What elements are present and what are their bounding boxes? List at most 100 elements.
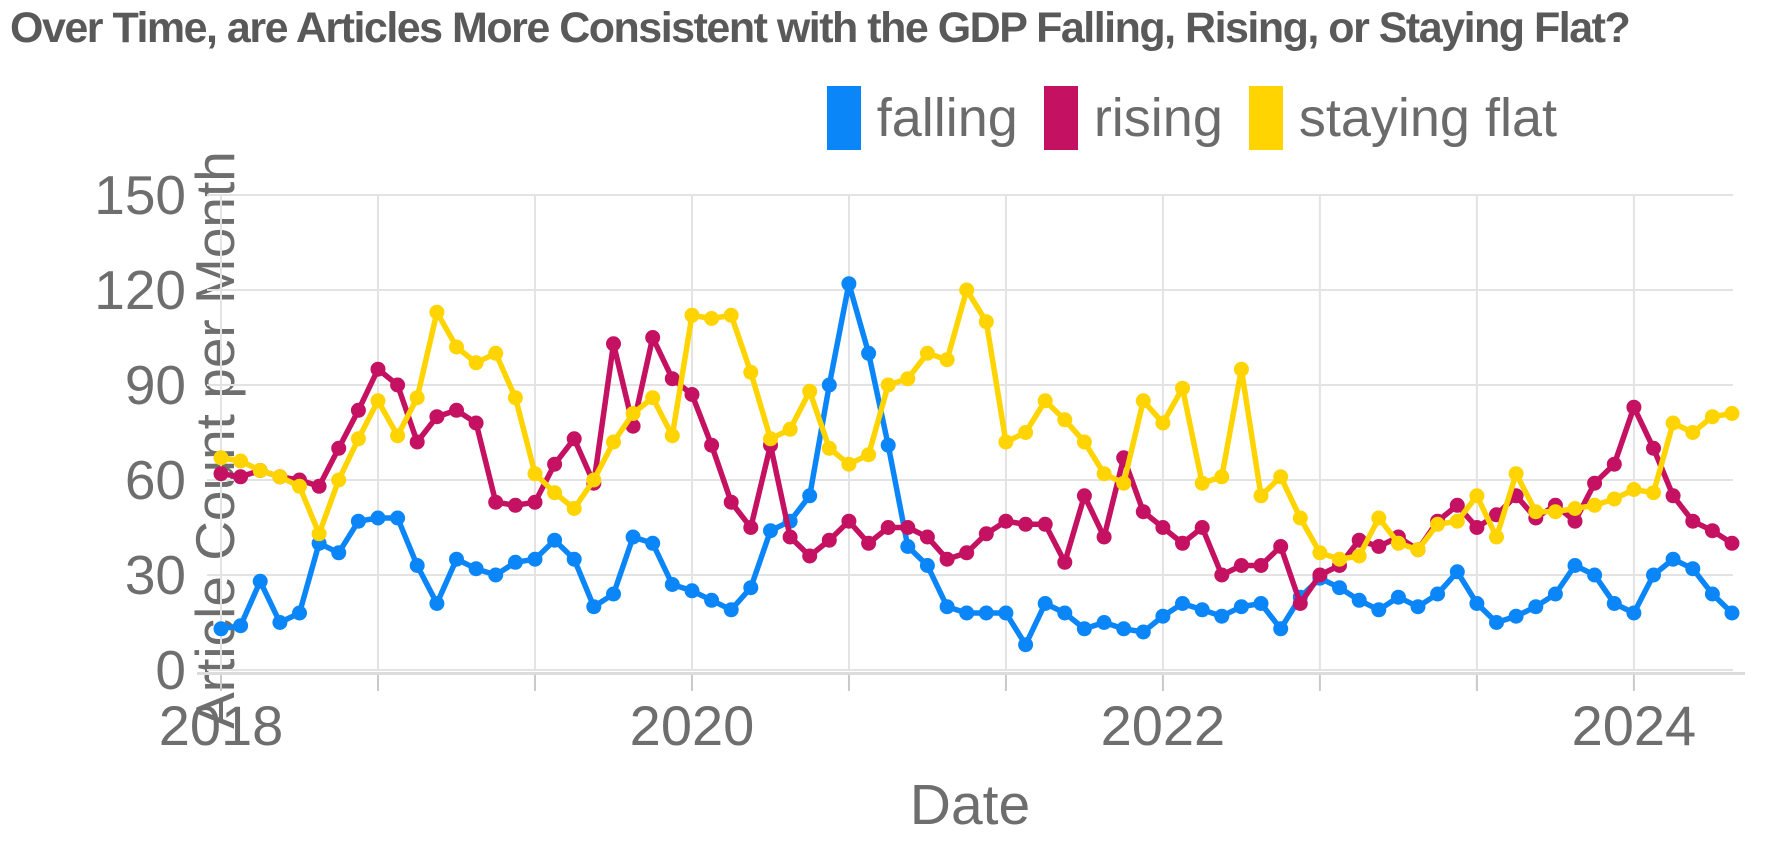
data-point-falling xyxy=(1469,596,1485,611)
data-point-rising xyxy=(684,387,700,402)
data-point-staying-flat xyxy=(1567,501,1583,516)
data-point-staying-flat xyxy=(1057,412,1073,428)
data-point-rising xyxy=(1037,516,1053,532)
data-point-falling xyxy=(1567,558,1583,573)
data-point-staying-flat xyxy=(350,431,366,447)
data-point-rising xyxy=(1253,558,1269,573)
data-point-falling xyxy=(527,551,543,567)
data-point-rising xyxy=(1194,520,1210,535)
legend-label-rising: rising xyxy=(1093,88,1223,148)
data-point-rising xyxy=(1018,516,1034,532)
data-point-staying-flat xyxy=(527,466,543,482)
data-point-staying-flat xyxy=(1096,466,1112,482)
data-point-staying-flat xyxy=(1253,488,1269,504)
data-point-falling xyxy=(704,592,720,608)
data-point-staying-flat xyxy=(880,377,896,393)
data-point-staying-flat xyxy=(959,282,975,298)
data-point-falling xyxy=(919,558,935,573)
series-line-rising xyxy=(218,334,1735,607)
staying-flat-swatch-icon xyxy=(1248,86,1283,150)
data-point-falling xyxy=(723,602,739,618)
data-point-staying-flat xyxy=(1390,535,1406,551)
data-point-rising xyxy=(1646,440,1661,456)
data-point-staying-flat xyxy=(252,463,268,478)
data-point-falling xyxy=(1057,605,1073,621)
data-point-rising xyxy=(1606,456,1622,472)
y-tick-label: 120 xyxy=(94,259,186,321)
data-point-falling xyxy=(370,510,386,526)
data-point-rising xyxy=(1449,497,1465,513)
data-point-staying-flat xyxy=(1508,466,1524,482)
data-point-falling xyxy=(861,345,877,361)
data-point-staying-flat xyxy=(292,478,307,494)
data-point-falling xyxy=(429,596,445,611)
data-point-rising xyxy=(1096,529,1112,545)
data-point-falling xyxy=(959,605,975,621)
data-point-rising xyxy=(900,520,916,535)
data-point-staying-flat xyxy=(449,339,464,355)
data-point-falling xyxy=(1587,567,1603,583)
data-point-staying-flat xyxy=(311,526,327,542)
legend-item-rising[interactable]: rising xyxy=(1043,86,1223,150)
data-point-rising xyxy=(1567,513,1583,529)
data-point-rising xyxy=(704,437,720,453)
data-point-rising xyxy=(1704,523,1720,539)
data-point-staying-flat xyxy=(1018,425,1034,440)
data-point-rising xyxy=(606,336,621,352)
data-point-staying-flat xyxy=(1116,475,1132,491)
data-point-falling xyxy=(507,554,523,570)
legend-item-staying-flat[interactable]: staying flat xyxy=(1248,86,1557,150)
y-tick-label: 90 xyxy=(125,354,186,416)
data-point-falling xyxy=(1332,580,1347,596)
data-point-rising xyxy=(1057,554,1073,570)
data-point-rising xyxy=(645,330,661,345)
data-point-falling xyxy=(1076,621,1092,637)
data-point-falling xyxy=(449,551,464,567)
data-point-falling xyxy=(1233,599,1249,615)
data-point-rising xyxy=(959,545,975,561)
data-point-staying-flat xyxy=(1528,504,1544,520)
data-point-rising xyxy=(1469,520,1485,535)
data-point-rising xyxy=(723,494,739,510)
data-point-staying-flat xyxy=(547,485,563,501)
data-point-falling xyxy=(939,599,955,615)
data-point-rising xyxy=(743,520,759,535)
data-point-rising xyxy=(488,494,504,510)
data-point-rising xyxy=(880,520,896,535)
data-point-falling xyxy=(1489,615,1504,630)
data-point-falling xyxy=(1430,586,1446,602)
data-point-falling xyxy=(1175,596,1190,611)
data-point-falling xyxy=(1018,637,1034,653)
data-point-falling xyxy=(331,545,347,561)
data-point-falling xyxy=(802,488,818,504)
data-point-falling xyxy=(978,605,994,621)
data-point-rising xyxy=(449,402,464,418)
chart-title: Over Time, are Articles More Consistent … xyxy=(10,4,1631,52)
data-point-staying-flat xyxy=(1704,409,1720,425)
data-point-rising xyxy=(802,548,818,564)
data-point-staying-flat xyxy=(1155,415,1171,431)
y-tick-label: 30 xyxy=(125,544,186,606)
data-point-falling xyxy=(1096,615,1112,630)
data-point-falling xyxy=(1508,608,1524,624)
legend-label-staying-flat: staying flat xyxy=(1298,88,1557,148)
data-point-staying-flat xyxy=(606,434,621,450)
data-point-falling xyxy=(213,621,229,637)
data-point-rising xyxy=(1135,504,1151,520)
data-point-rising xyxy=(978,526,994,542)
data-point-falling xyxy=(1155,608,1171,624)
data-point-staying-flat xyxy=(723,307,739,323)
data-point-falling xyxy=(1646,567,1661,583)
legend-item-falling[interactable]: falling xyxy=(826,86,1018,150)
data-point-falling xyxy=(1194,602,1210,618)
data-point-staying-flat xyxy=(919,345,935,361)
data-point-staying-flat xyxy=(841,456,857,472)
data-point-rising xyxy=(370,361,386,377)
data-point-rising xyxy=(390,377,406,393)
data-point-falling xyxy=(998,605,1014,621)
data-point-rising xyxy=(409,434,425,450)
data-point-staying-flat xyxy=(664,428,680,444)
data-point-staying-flat xyxy=(1724,406,1740,421)
data-point-falling xyxy=(1214,608,1230,624)
data-point-rising xyxy=(1155,520,1171,535)
